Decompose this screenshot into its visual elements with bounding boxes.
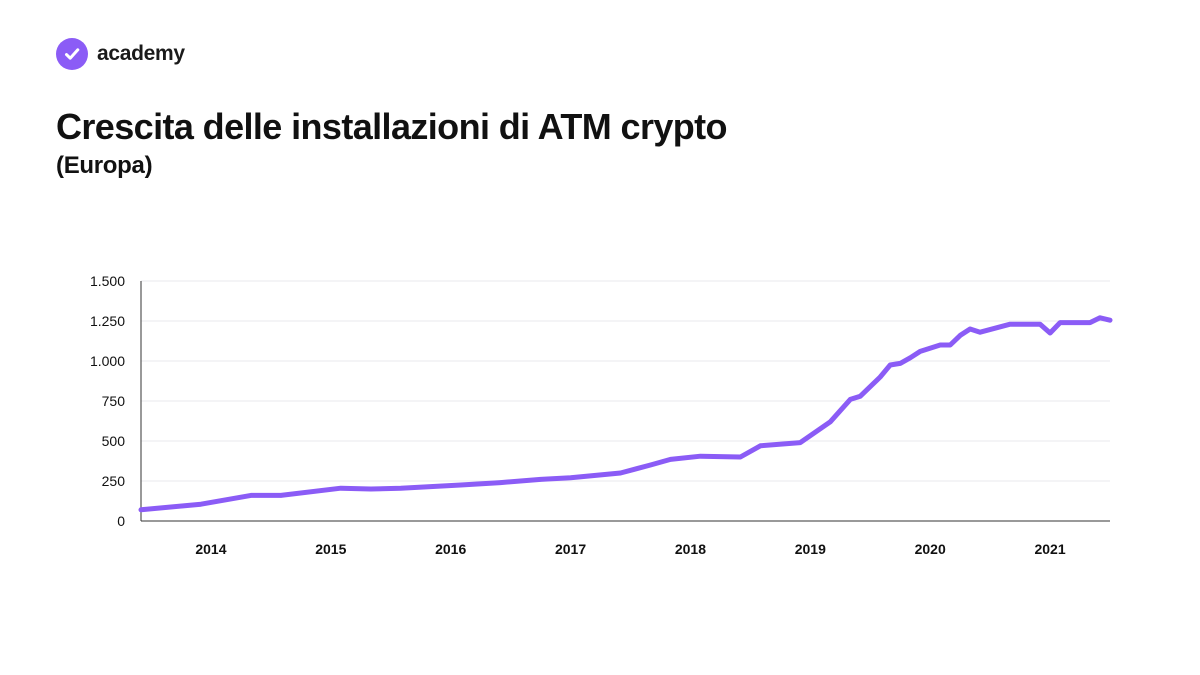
y-axis-ticks: 0 250 500 750 1.000 1.250 1.500 bbox=[90, 273, 125, 529]
x-axis-ticks: 2014 2015 2016 2017 2018 2019 2020 2021 bbox=[195, 541, 1065, 557]
data-point bbox=[618, 470, 623, 476]
chart-subtitle: (Europa) bbox=[56, 152, 153, 179]
data-point bbox=[278, 493, 284, 498]
data-point bbox=[947, 342, 953, 348]
data-point bbox=[668, 457, 673, 462]
data-point bbox=[758, 443, 763, 448]
data-point bbox=[977, 330, 983, 335]
axes bbox=[140, 281, 1110, 522]
data-point bbox=[937, 342, 943, 348]
data-point bbox=[1007, 322, 1013, 327]
data-point bbox=[1097, 315, 1103, 320]
x-tick-label: 2015 bbox=[315, 541, 346, 557]
series-layer bbox=[138, 315, 1113, 513]
y-tick-label: 250 bbox=[102, 473, 126, 489]
brand-logo: academy bbox=[56, 38, 185, 70]
data-point bbox=[908, 355, 913, 360]
data-point bbox=[568, 475, 573, 480]
data-point bbox=[1107, 318, 1113, 323]
y-tick-label: 750 bbox=[102, 393, 126, 409]
data-point bbox=[858, 394, 863, 399]
x-tick-label: 2016 bbox=[435, 541, 466, 557]
data-point bbox=[738, 454, 743, 460]
data-point bbox=[878, 374, 883, 380]
data-point bbox=[957, 333, 963, 338]
data-point bbox=[368, 486, 373, 492]
data-point bbox=[698, 454, 703, 459]
data-point bbox=[458, 482, 463, 488]
data-point bbox=[1057, 320, 1063, 325]
data-point bbox=[828, 419, 833, 424]
brand-name: academy bbox=[97, 42, 185, 65]
data-point bbox=[338, 486, 343, 491]
data-point bbox=[917, 349, 923, 354]
data-point bbox=[967, 326, 973, 332]
check-badge-icon bbox=[56, 38, 88, 70]
x-tick-label: 2017 bbox=[555, 541, 586, 557]
x-tick-label: 2014 bbox=[195, 541, 226, 557]
grid-lines bbox=[141, 280, 1110, 482]
data-point bbox=[538, 477, 543, 482]
data-point bbox=[198, 502, 204, 507]
data-point bbox=[1037, 322, 1043, 327]
y-tick-label: 1.000 bbox=[90, 353, 125, 369]
data-point bbox=[898, 361, 903, 366]
x-tick-label: 2019 bbox=[795, 541, 826, 557]
data-point bbox=[888, 362, 893, 368]
series-line bbox=[138, 315, 1113, 513]
data-point bbox=[398, 486, 403, 491]
y-tick-label: 1.500 bbox=[90, 273, 125, 289]
x-tick-label: 2020 bbox=[915, 541, 946, 557]
data-point bbox=[1087, 320, 1093, 325]
data-point bbox=[498, 480, 503, 485]
data-point bbox=[248, 493, 254, 498]
data-point bbox=[848, 397, 853, 402]
y-tick-label: 500 bbox=[102, 433, 126, 449]
x-tick-label: 2018 bbox=[675, 541, 706, 557]
y-tick-label: 1.250 bbox=[90, 313, 125, 329]
chart-title: Crescita delle installazioni di ATM cryp… bbox=[56, 106, 728, 147]
data-point bbox=[648, 462, 653, 468]
y-tick-label: 0 bbox=[117, 513, 125, 529]
x-tick-label: 2021 bbox=[1034, 541, 1065, 557]
data-point bbox=[138, 507, 144, 512]
data-point bbox=[798, 440, 803, 445]
data-point bbox=[1047, 330, 1053, 336]
